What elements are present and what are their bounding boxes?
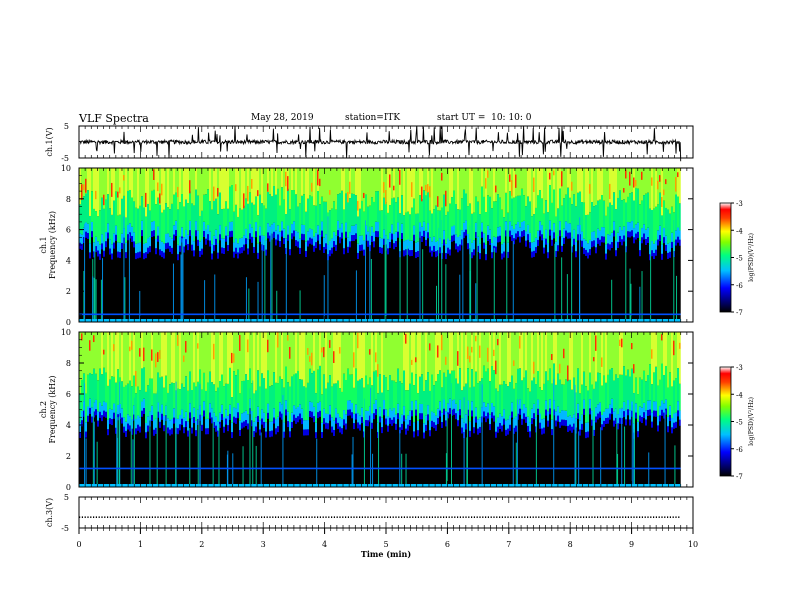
- y-axis-label: Frequency (kHz): [48, 375, 57, 443]
- channel-label: ch.1: [39, 236, 48, 253]
- y-tick-label: 2: [66, 452, 71, 461]
- spectrogram-data: [79, 332, 681, 487]
- y-tick-label: 5: [64, 493, 69, 502]
- colorbar-tick-label: -4: [736, 391, 743, 399]
- x-tick-label: 8: [568, 540, 573, 549]
- y-tick-label: 4: [66, 421, 71, 430]
- start-time-label: start UT = 10: 10: 0: [437, 113, 532, 123]
- y-tick-label: 0: [66, 483, 71, 492]
- date-label: May 28, 2019: [251, 113, 314, 123]
- colorbar-tick-label: -5: [736, 255, 743, 263]
- colorbar-tick-label: -3: [736, 364, 743, 372]
- y-tick-label: 5: [64, 122, 69, 131]
- colorbar-tick-label: -4: [736, 227, 743, 235]
- y-tick-label: -5: [61, 524, 69, 533]
- x-tick-label: 4: [322, 540, 327, 549]
- colorbar-tick-label: -7: [736, 309, 743, 317]
- y-axis-label: ch.1(V): [45, 127, 54, 156]
- y-tick-label: 6: [66, 226, 71, 235]
- colorbar-ch2: -3 -4 -5 -6 -7 log(PSD)(V²/Hz): [719, 364, 755, 481]
- station-label: station=ITK: [345, 113, 401, 123]
- y-tick-label: 2: [66, 287, 71, 296]
- colorbar-label: log(PSD)(V²/Hz): [748, 233, 755, 282]
- colorbar-tick-label: -3: [736, 200, 743, 208]
- x-tick-label: 6: [445, 540, 450, 549]
- colorbar-label: log(PSD)(V²/Hz): [748, 397, 755, 446]
- y-axis-label: Frequency (kHz): [48, 211, 57, 279]
- y-tick-label: 0: [66, 318, 71, 327]
- y-tick-label: -5: [61, 154, 69, 163]
- y-tick-label: 6: [66, 390, 71, 399]
- x-tick-label: 0: [76, 540, 81, 549]
- x-tick-label: 10: [688, 540, 698, 549]
- x-axis-label: Time (min): [361, 549, 411, 559]
- y-tick-label: 4: [66, 256, 71, 265]
- x-tick-label: 2: [199, 540, 204, 549]
- x-tick-label: 3: [261, 540, 266, 549]
- timeseries-panel-ch3: -5 5 ch.3(V): [45, 493, 694, 533]
- colorbar-tick-label: -6: [736, 446, 743, 454]
- spectrogram-panel-ch1: 0 2 4 6 8 10 ch.1 Frequency (kHz) -3 -4 -5 -6 -7 log(…: [39, 164, 755, 327]
- colorbar-tick-label: -7: [736, 473, 743, 481]
- colorbar-tick-label: -5: [736, 419, 743, 427]
- y-tick-label: 8: [66, 195, 71, 204]
- x-tick-label: 7: [506, 540, 511, 549]
- x-tick-label: 9: [629, 540, 634, 549]
- spectrogram-data: [79, 168, 681, 322]
- y-tick-label: 10: [61, 164, 71, 173]
- ch1-voltage-trace: [78, 125, 682, 162]
- colorbar-gradient: [719, 202, 732, 313]
- colorbar-gradient: [719, 366, 732, 477]
- chart-title: VLF Spectra: [79, 112, 149, 125]
- y-tick-label: 10: [61, 328, 71, 337]
- timeseries-panel-ch1: -5 5 ch.1(V): [45, 122, 694, 163]
- x-tick-label: 5: [383, 540, 388, 549]
- channel-label: ch.2: [39, 401, 48, 418]
- x-tick-label: 1: [138, 540, 143, 549]
- spectrogram-panel-ch2: 0 2 4 6 8 10 ch.2 Frequency (kHz) -3 -4 -5 -6 -7 log(…: [39, 328, 755, 492]
- colorbar-tick-label: -6: [736, 282, 743, 290]
- y-tick-label: 8: [66, 359, 71, 368]
- colorbar-ch1: -3 -4 -5 -6 -7 log(PSD)(V²/Hz): [719, 200, 755, 317]
- y-axis-label: ch.3(V): [45, 498, 54, 527]
